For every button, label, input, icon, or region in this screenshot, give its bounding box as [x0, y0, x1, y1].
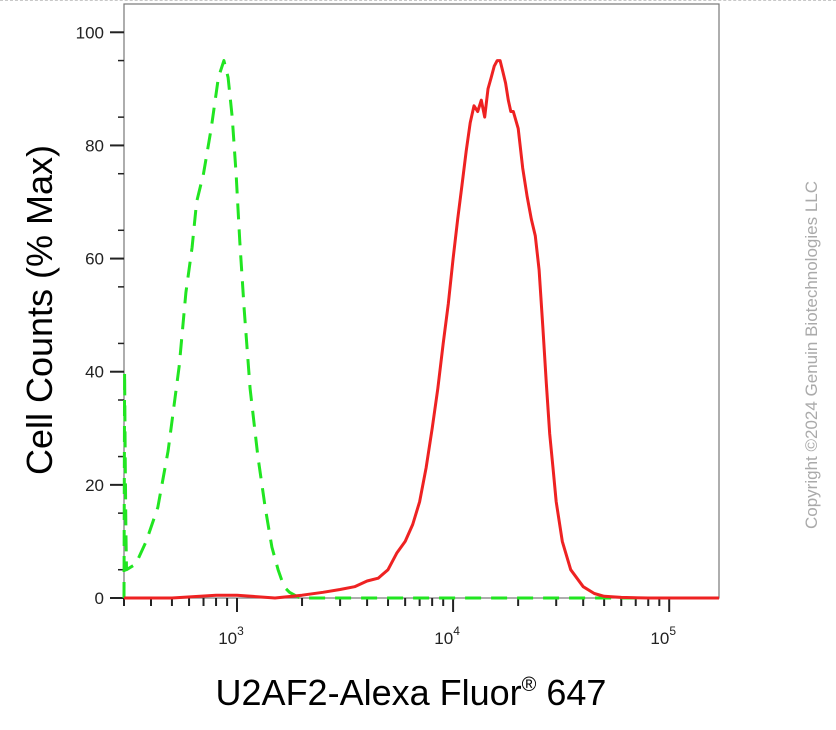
- x-tick-label: 103: [218, 624, 244, 648]
- top-dashed-border: [0, 0, 836, 1]
- x-tick-label: 105: [650, 624, 676, 648]
- x-axis-label-suffix: 647: [536, 672, 607, 713]
- y-tick-label: 80: [85, 136, 104, 155]
- series-layer: [122, 59, 719, 600]
- y-tick-label: 100: [76, 23, 104, 42]
- y-tick-label: 20: [85, 476, 104, 495]
- sample-histogram-line: [124, 59, 719, 600]
- plot-frame: [123, 3, 720, 599]
- y-tick-label: 40: [85, 363, 104, 382]
- y-tick-label: 60: [85, 250, 104, 269]
- x-tick-label: 104: [434, 624, 460, 648]
- y-axis: 0 20 40 60 80 100: [76, 23, 124, 608]
- control-histogram-line: [122, 59, 719, 600]
- y-tick-label: 0: [95, 589, 104, 608]
- copyright-watermark: Copyright ©2024 Genuin Biotechnologies L…: [802, 180, 821, 530]
- x-axis: 103 104 105: [123, 598, 676, 648]
- y-axis-label: Cell Counts (% Max): [19, 144, 60, 476]
- registered-mark: ®: [521, 674, 537, 696]
- x-axis-label: U2AF2-Alexa Fluor® 647: [216, 672, 607, 714]
- x-axis-label-text: U2AF2-Alexa Fluor: [215, 672, 522, 713]
